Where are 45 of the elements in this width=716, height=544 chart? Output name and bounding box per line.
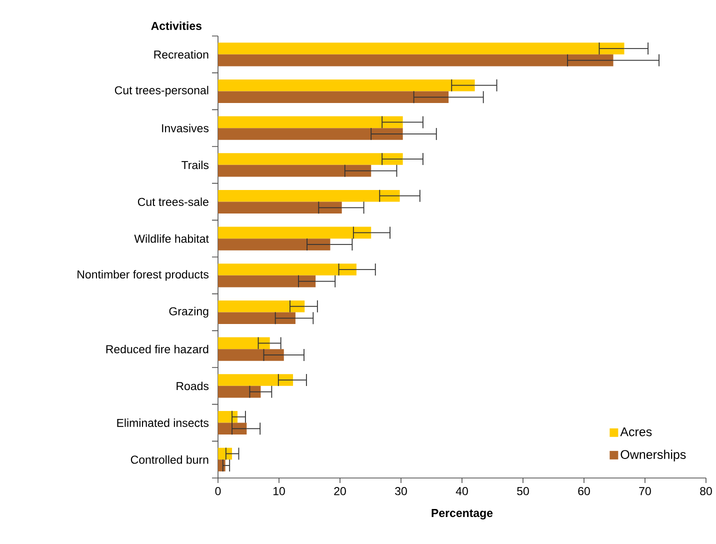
y-tick-label: Wildlife habitat (134, 234, 209, 243)
bar (218, 386, 261, 398)
bar (218, 374, 294, 386)
bar (218, 300, 305, 312)
x-axis-title: Percentage (432, 509, 493, 520)
bar (218, 91, 449, 104)
x-tick-label: 80 (700, 487, 712, 496)
bar (218, 153, 403, 165)
x-tick-label: 40 (456, 487, 468, 496)
bar (218, 349, 284, 361)
y-tick-label: Cut trees-personal (114, 86, 208, 97)
y-tick-label: Controlled burn (130, 455, 208, 464)
y-tick-label: Eliminated insects (117, 418, 209, 427)
y-tick-label: Roads (176, 382, 209, 390)
bar (218, 42, 624, 54)
bar (218, 264, 356, 276)
bar (218, 238, 330, 250)
y-tick-label: Trails (182, 160, 209, 170)
x-tick-label: 10 (273, 487, 285, 496)
legend-label: Ownerships (620, 450, 686, 462)
x-tick-label: 30 (395, 487, 407, 496)
x-tick-label: 70 (639, 487, 651, 496)
bar (218, 337, 270, 350)
bar (218, 190, 400, 202)
bar (218, 54, 614, 66)
bar (218, 128, 403, 140)
bar (218, 79, 475, 92)
bar (218, 202, 342, 214)
x-tick-label: 0 (215, 487, 221, 496)
y-tick-label: Invasives (162, 124, 209, 132)
y-tick-label: Nontimber forest products (78, 270, 209, 281)
y-tick-label: Grazing (169, 306, 208, 318)
x-tick-label: 50 (517, 487, 529, 496)
bar (218, 226, 372, 239)
x-tick-label: 20 (334, 487, 346, 496)
y-tick-label: Cut trees-sale (138, 198, 208, 206)
x-tick-label: 60 (578, 487, 590, 496)
bar (218, 312, 296, 324)
legend-label: Acres (620, 427, 652, 436)
bar (218, 116, 403, 128)
y-axis-title: Activities (151, 22, 202, 30)
bar (218, 275, 316, 288)
y-tick-label: Recreation (154, 50, 208, 59)
bar (218, 164, 372, 177)
y-tick-label: Reduced fire hazard (106, 344, 208, 354)
